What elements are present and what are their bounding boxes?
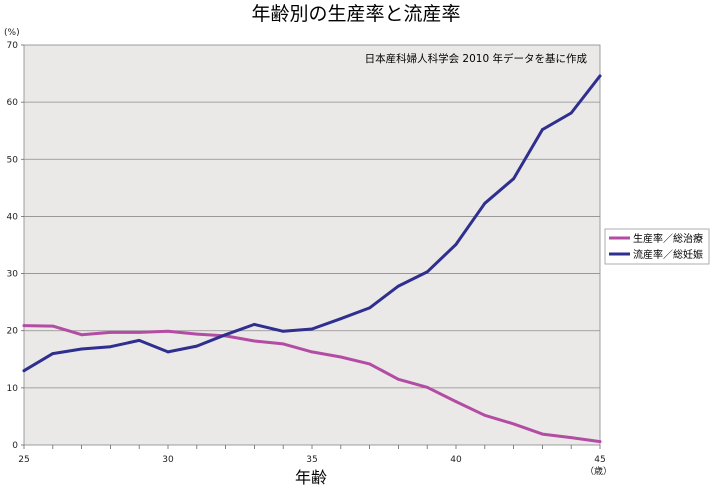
data-point xyxy=(339,317,343,321)
data-point xyxy=(224,333,228,337)
data-point xyxy=(166,329,170,333)
series-lines xyxy=(22,74,602,444)
data-point xyxy=(368,362,371,366)
data-point xyxy=(281,342,285,346)
data-point xyxy=(80,347,83,351)
data-point xyxy=(137,331,141,334)
data-point xyxy=(109,331,112,334)
data-point xyxy=(454,400,458,403)
data-point xyxy=(569,111,573,115)
data-point xyxy=(512,177,515,181)
data-point xyxy=(598,440,602,443)
y-tick-label: 70 xyxy=(7,41,19,51)
legend-label-1: 生産率／総治療 xyxy=(633,232,703,245)
data-point xyxy=(80,333,83,337)
data-point xyxy=(22,324,26,327)
data-point xyxy=(598,74,602,78)
data-point xyxy=(22,369,26,373)
x-tick-label: 25 xyxy=(18,455,29,465)
data-point xyxy=(109,345,112,349)
chart-title: 年齢別の生産率と流産率 xyxy=(251,3,460,25)
data-point xyxy=(483,413,487,417)
gridlines xyxy=(24,101,600,389)
data-point xyxy=(541,432,544,436)
data-point xyxy=(195,332,199,336)
x-tick-label: 45 xyxy=(594,455,605,465)
data-point xyxy=(569,436,573,439)
data-point xyxy=(425,385,429,389)
data-point xyxy=(483,201,487,205)
x-axis-unit: （歳） xyxy=(585,465,612,477)
data-point xyxy=(137,339,141,342)
data-point xyxy=(541,128,544,131)
data-point xyxy=(425,270,429,274)
data-point xyxy=(51,352,55,355)
data-point xyxy=(166,350,170,354)
data-point xyxy=(281,329,285,333)
source-annotation: 日本産科婦人科学会 2010 年データを基に作成 xyxy=(365,52,588,65)
y-axis-unit: (%) xyxy=(4,28,20,38)
legend-label-2: 流産率／総妊娠 xyxy=(633,248,703,261)
data-point xyxy=(310,327,314,331)
y-tick-label: 10 xyxy=(7,384,19,394)
data-point xyxy=(339,355,343,359)
y-tick-label: 40 xyxy=(7,212,19,222)
y-tick-label: 50 xyxy=(7,155,19,165)
data-point xyxy=(310,350,314,354)
data-point xyxy=(454,243,458,246)
data-point xyxy=(195,344,199,348)
data-point xyxy=(253,323,256,326)
data-point xyxy=(397,284,400,288)
x-axis-label: 年齢 xyxy=(295,468,327,485)
x-tick-label: 30 xyxy=(162,455,174,465)
data-point xyxy=(253,339,256,343)
x-tick-label: 40 xyxy=(450,455,462,465)
data-point xyxy=(368,306,371,310)
y-tick-label: 60 xyxy=(7,98,19,108)
axes: 0 10 20 30 40 50 60 70 25 30 35 40 45 xyxy=(7,41,606,465)
x-tick-label: 35 xyxy=(306,455,317,465)
y-tick-label: 20 xyxy=(7,327,19,337)
y-tick-label: 0 xyxy=(12,441,18,451)
plot-area xyxy=(23,44,601,446)
data-point xyxy=(512,422,515,426)
data-point xyxy=(51,324,55,328)
legend xyxy=(604,228,710,265)
data-point xyxy=(397,377,400,381)
y-tick-label: 30 xyxy=(7,270,19,280)
